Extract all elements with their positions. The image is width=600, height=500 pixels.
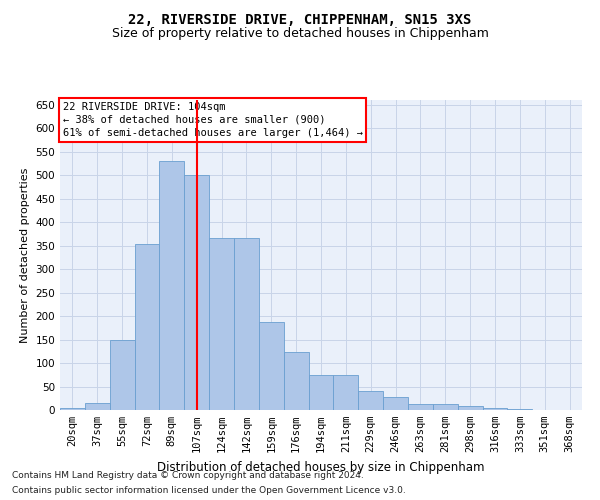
Bar [134, 244, 160, 410]
Bar [308, 375, 334, 410]
Bar [110, 340, 134, 410]
X-axis label: Distribution of detached houses by size in Chippenham: Distribution of detached houses by size … [157, 460, 485, 473]
Bar [383, 398, 408, 410]
Bar [408, 404, 433, 410]
Text: Size of property relative to detached houses in Chippenham: Size of property relative to detached ho… [112, 28, 488, 40]
Bar [160, 161, 184, 410]
Bar [259, 322, 284, 410]
Bar [234, 238, 259, 410]
Bar [284, 352, 308, 410]
Bar [433, 404, 458, 410]
Text: Contains public sector information licensed under the Open Government Licence v3: Contains public sector information licen… [12, 486, 406, 495]
Bar [85, 403, 110, 410]
Text: Contains HM Land Registry data © Crown copyright and database right 2024.: Contains HM Land Registry data © Crown c… [12, 471, 364, 480]
Text: 22 RIVERSIDE DRIVE: 104sqm
← 38% of detached houses are smaller (900)
61% of sem: 22 RIVERSIDE DRIVE: 104sqm ← 38% of deta… [62, 102, 362, 138]
Bar [184, 175, 209, 410]
Bar [209, 238, 234, 410]
Bar [508, 409, 532, 410]
Bar [458, 406, 482, 410]
Bar [482, 408, 508, 410]
Bar [60, 408, 85, 410]
Bar [358, 391, 383, 410]
Text: 22, RIVERSIDE DRIVE, CHIPPENHAM, SN15 3XS: 22, RIVERSIDE DRIVE, CHIPPENHAM, SN15 3X… [128, 12, 472, 26]
Y-axis label: Number of detached properties: Number of detached properties [20, 168, 30, 342]
Bar [334, 375, 358, 410]
